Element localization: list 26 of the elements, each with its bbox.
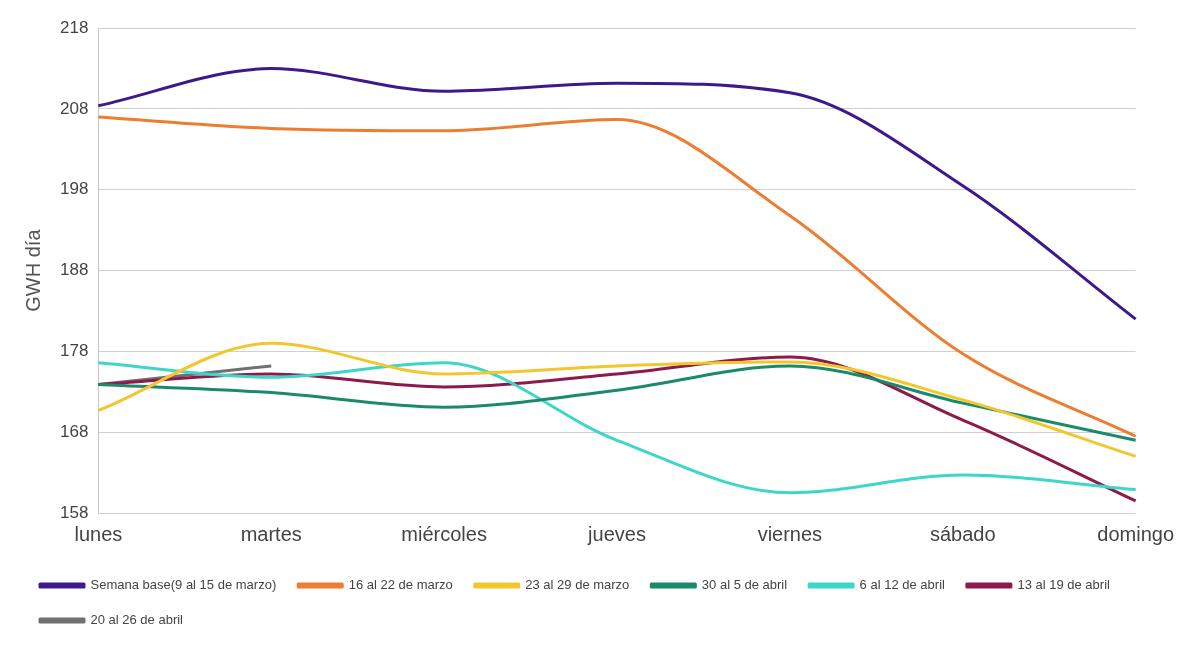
line-series — [96, 67, 1138, 321]
x-tick-label: lunes — [74, 522, 123, 545]
line-series — [96, 115, 1138, 438]
y-tick-label: 208 — [59, 98, 89, 118]
y-tick-label: 188 — [59, 260, 89, 280]
x-tick-label: miércoles — [401, 522, 487, 545]
legend-label: 30 al 5 de abril — [701, 577, 788, 593]
y-axis-title: GWH día — [21, 228, 44, 312]
legend-label: 6 al 12 de abril — [859, 577, 946, 593]
y-tick-label: 218 — [59, 17, 89, 37]
y-tick-label: 198 — [59, 179, 89, 199]
y-tick-label: 168 — [59, 421, 89, 441]
line-series — [96, 364, 1138, 442]
x-tick-label: viernes — [757, 522, 823, 545]
legend-label: 16 al 22 de marzo — [348, 577, 453, 593]
x-tick-label: jueves — [587, 522, 646, 545]
legend-label: 23 al 29 de marzo — [525, 577, 630, 593]
legend-label: 13 al 19 de abril — [1017, 577, 1111, 593]
y-tick-label: 178 — [59, 341, 89, 361]
y-tick-label: 158 — [59, 502, 89, 522]
legend-label: Semana base(9 al 15 de marzo) — [90, 577, 277, 593]
x-tick-label: domingo — [1097, 522, 1174, 545]
x-tick-label: sábado — [929, 522, 996, 545]
x-tick-label: martes — [240, 522, 302, 545]
legend-label: 20 al 26 de abril — [90, 612, 184, 628]
line-series — [96, 341, 1138, 458]
